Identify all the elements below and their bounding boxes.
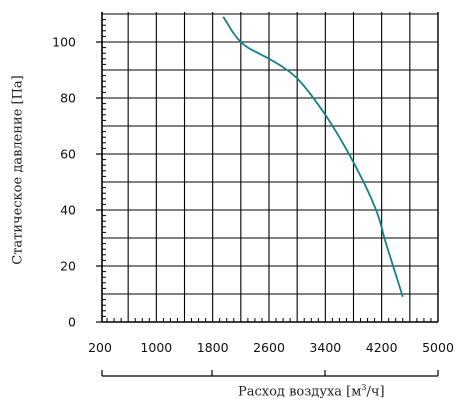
y-tick-label: 40: [60, 203, 76, 218]
x-tick-label: 4200: [366, 340, 398, 355]
x-tick-label: 1800: [197, 340, 229, 355]
y-tick-label: 60: [60, 147, 76, 162]
x-axis-label-main: Расход воздуха [м: [238, 384, 362, 400]
y-axis-label-wrap: Статическое давление [Па]: [4, 40, 32, 300]
y-tick-label: 80: [60, 91, 76, 106]
x-axis-label-superscript: 3: [361, 383, 367, 392]
x-tick-label: 3400: [309, 340, 341, 355]
x-tick-label: 200: [88, 340, 112, 355]
y-axis-label: Статическое давление [Па]: [10, 75, 26, 265]
y-tick-label: 0: [68, 315, 76, 330]
x-axis-label: Расход воздуха [м3/ч]: [238, 383, 385, 399]
x-axis-label-tail: /ч]: [366, 384, 385, 400]
series-line: [222, 16, 404, 298]
y-tick-label: 20: [60, 259, 76, 274]
y-tick-label: 100: [52, 35, 76, 50]
x-tick-label: 2600: [253, 340, 285, 355]
x-tick-label: 5000: [422, 340, 454, 355]
x-tick-label: 1000: [140, 340, 172, 355]
